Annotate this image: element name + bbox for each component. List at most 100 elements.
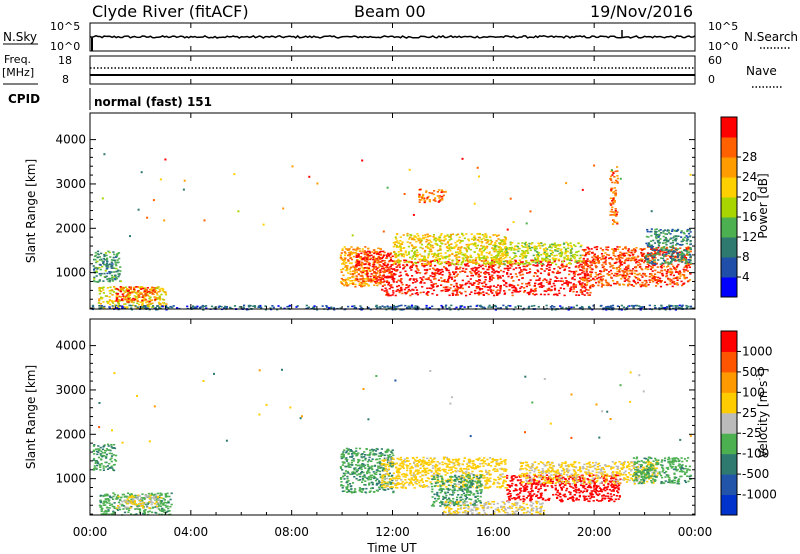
data-cell: [579, 289, 582, 291]
data-cell: [113, 511, 116, 514]
data-cell: [368, 251, 372, 254]
data-cell: [670, 272, 674, 274]
data-cell: [448, 264, 451, 267]
data-cell: [689, 273, 692, 275]
data-cell: [373, 257, 376, 260]
data-cell: [390, 260, 393, 262]
data-cell: [531, 305, 534, 307]
data-cell: [477, 273, 480, 276]
data-cell: [480, 292, 483, 294]
data-cell: [414, 258, 417, 260]
data-cell: [484, 239, 487, 241]
data-cell: [437, 201, 440, 203]
data-cell: [451, 247, 454, 250]
data-cell: [501, 243, 504, 246]
data-cell: [349, 473, 352, 476]
data-cell: [456, 273, 459, 276]
data-cell: [572, 256, 575, 258]
data-cell: [522, 269, 525, 271]
data-cell: [366, 259, 369, 261]
data-cell: [441, 257, 444, 260]
data-cell: [676, 252, 680, 254]
data-cell: [574, 259, 577, 262]
data-cell: [631, 259, 634, 261]
data-cell: [680, 236, 683, 238]
data-cell: [141, 302, 144, 305]
data-cell: [627, 283, 630, 286]
data-cell: [463, 263, 467, 266]
data-cell: [469, 282, 472, 285]
data-cell: [115, 298, 118, 301]
data-cell: [378, 251, 381, 253]
data-cell: [346, 265, 349, 267]
data-cell: [610, 190, 613, 192]
data-cell: [98, 298, 101, 300]
data-cell: [669, 271, 672, 274]
data-cell: [370, 273, 373, 275]
data-cell: [119, 508, 122, 511]
data-cell: [669, 242, 672, 245]
data-cell: [367, 465, 370, 468]
data-cell: [502, 253, 505, 256]
data-cell: [161, 305, 164, 308]
data-cell: [122, 508, 125, 510]
data-cell: [594, 258, 597, 261]
data-cell: [436, 238, 439, 241]
data-cell: [549, 245, 552, 248]
data-cell: [136, 293, 139, 295]
data-cell: [634, 304, 637, 307]
data-cell: [522, 252, 525, 254]
data-cell: [217, 306, 220, 308]
data-cell: [479, 265, 482, 268]
data-cell: [378, 260, 381, 263]
data-cell: [489, 243, 492, 245]
data-cell: [400, 286, 403, 289]
data-cell: [99, 501, 102, 503]
data-cell: [125, 298, 128, 300]
data-cell: [482, 237, 485, 240]
data-cell: [579, 291, 582, 293]
data-cell: [423, 201, 426, 204]
data-cell: [471, 274, 474, 277]
data-cell: [414, 281, 417, 283]
data-cell: [678, 277, 681, 280]
data-cell: [94, 461, 98, 463]
data-cell: [575, 260, 578, 263]
data-cell: [451, 262, 454, 265]
data-cell: [583, 276, 586, 279]
data-cell: [346, 285, 349, 287]
data-cell: [411, 275, 414, 277]
data-cell: [414, 307, 417, 309]
data-cell: [654, 285, 658, 287]
data-cell: [654, 279, 657, 282]
data-cell: [109, 504, 112, 506]
data-cell: [589, 266, 592, 269]
data-cell: [379, 451, 382, 454]
data-cell: [107, 443, 110, 446]
data-cell: [680, 280, 683, 283]
data-cell: [466, 262, 469, 265]
data-cell: [400, 281, 403, 284]
data-cell: [433, 239, 436, 241]
data-cell: [379, 280, 383, 283]
data-cell: [562, 265, 565, 267]
data-cell: [477, 266, 480, 269]
data-cell: [415, 265, 418, 267]
data-cell: [353, 272, 356, 275]
data-cell: [499, 307, 502, 309]
data-cell: [426, 245, 429, 247]
data-cell: [130, 513, 133, 515]
data-cell: [457, 260, 460, 263]
data-cell: [104, 270, 107, 272]
data-cell: [565, 280, 568, 282]
data-cell: [355, 271, 358, 273]
data-cell: [469, 248, 472, 251]
data-cell: [484, 276, 487, 278]
data-cell: [665, 272, 668, 275]
data-cell: [391, 308, 394, 311]
data-cell: [488, 243, 491, 246]
data-cell: [667, 263, 670, 265]
data-cell: [141, 500, 144, 502]
data-cell: [468, 261, 471, 264]
data-cell: [561, 260, 564, 263]
